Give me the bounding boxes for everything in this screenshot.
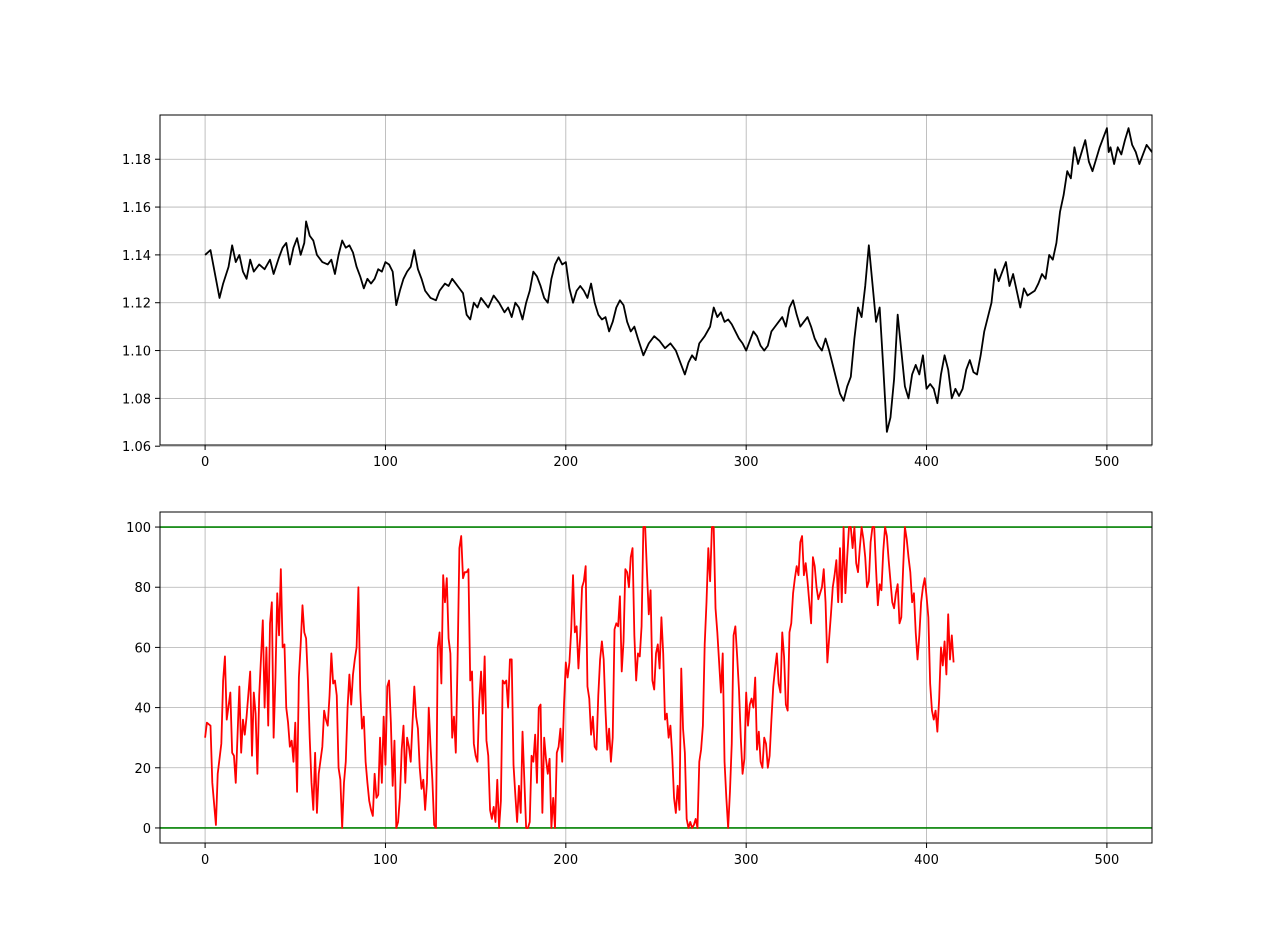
x-tick-label: 0 bbox=[201, 853, 209, 868]
y-tick-label: 1.10 bbox=[122, 345, 151, 360]
x-tick-label: 0 bbox=[201, 455, 209, 470]
y-tick-label: 1.16 bbox=[122, 201, 151, 216]
y-tick-label: 1.14 bbox=[122, 249, 151, 264]
x-tick-label: 200 bbox=[553, 455, 578, 470]
x-tick-label: 400 bbox=[914, 455, 939, 470]
axes-frame bbox=[159, 511, 1153, 844]
y-tick-label: 100 bbox=[126, 521, 151, 536]
x-tick-label: 100 bbox=[373, 455, 398, 470]
price-panel: 0 100 200 300 400 500 1.06 1.08 1.10 1.12 1.14 1.16… bbox=[122, 114, 1153, 470]
x-tick-label: 300 bbox=[734, 853, 759, 868]
y-tick-label: 1.18 bbox=[122, 153, 151, 168]
price-series-line bbox=[204, 127, 1152, 433]
x-tick-label: 500 bbox=[1094, 853, 1119, 868]
y-tick-label: 40 bbox=[134, 702, 151, 717]
y-tick-label: 20 bbox=[134, 762, 151, 777]
y-tick-label: 1.12 bbox=[122, 297, 151, 312]
oscillator-panel: 0 100 200 300 400 500 0 20 40 60 80 100 bbox=[126, 511, 1153, 868]
x-tick-label: 400 bbox=[914, 853, 939, 868]
oscillator-series-line bbox=[204, 526, 955, 829]
y-tick-label: 1.06 bbox=[122, 440, 151, 455]
axes-frame bbox=[159, 114, 1153, 446]
y-tick-label: 80 bbox=[134, 581, 151, 596]
y-tick-label: 1.08 bbox=[122, 392, 151, 407]
x-tick-label: 300 bbox=[734, 455, 759, 470]
x-tick-label: 200 bbox=[553, 853, 578, 868]
y-tick-label: 0 bbox=[143, 822, 151, 837]
x-tick-label: 100 bbox=[373, 853, 398, 868]
y-tick-label: 60 bbox=[134, 641, 151, 656]
x-tick-label: 500 bbox=[1094, 455, 1119, 470]
